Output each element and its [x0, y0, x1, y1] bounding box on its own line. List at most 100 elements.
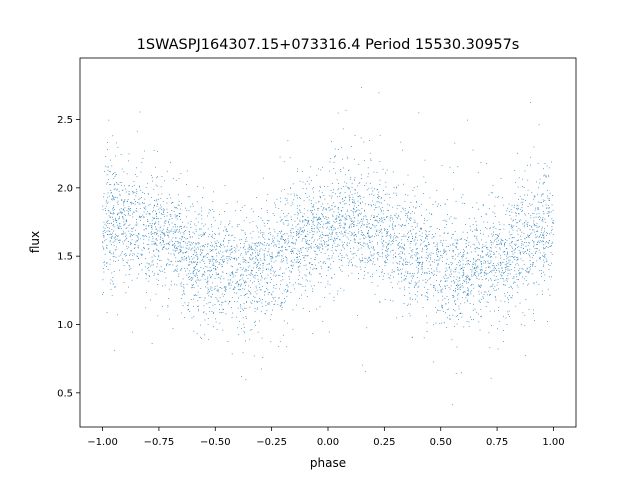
data-point [245, 285, 247, 287]
data-point [475, 221, 477, 223]
data-point [436, 268, 438, 270]
data-point [495, 297, 496, 299]
data-point [512, 241, 513, 243]
data-point [321, 276, 322, 278]
data-point [177, 245, 179, 247]
data-point [267, 274, 269, 276]
data-point [249, 306, 251, 308]
data-point [248, 274, 250, 276]
data-point [380, 218, 382, 220]
data-point [193, 271, 194, 273]
data-point [339, 222, 341, 224]
data-point [288, 242, 289, 243]
data-point [500, 255, 502, 257]
data-point [180, 269, 181, 271]
data-point [297, 170, 298, 172]
data-point [276, 274, 278, 276]
data-point [425, 230, 426, 232]
data-point [257, 259, 259, 261]
data-point [544, 182, 545, 183]
data-point [192, 298, 194, 300]
data-point [212, 248, 214, 250]
data-point [327, 248, 329, 250]
data-point [304, 193, 306, 194]
data-point [297, 259, 299, 261]
data-point [258, 262, 260, 263]
data-point [264, 313, 266, 315]
data-point [299, 196, 300, 198]
data-point [174, 216, 176, 218]
data-point [211, 310, 213, 312]
data-point [351, 272, 353, 274]
data-point [202, 197, 203, 199]
data-point [460, 286, 462, 288]
data-point [403, 260, 405, 262]
data-point [552, 222, 554, 224]
data-point [334, 206, 335, 208]
data-point [211, 290, 213, 291]
data-point [232, 234, 234, 236]
data-point [502, 278, 504, 280]
data-point [318, 208, 320, 209]
data-point [380, 225, 381, 226]
data-point [105, 201, 107, 203]
data-point [216, 252, 218, 254]
data-point [313, 246, 315, 248]
data-point [135, 167, 137, 169]
data-point [197, 300, 199, 302]
data-point [539, 219, 540, 220]
data-point [228, 282, 230, 284]
data-point [148, 204, 150, 206]
data-point [191, 280, 192, 281]
data-point [270, 260, 272, 262]
data-point [292, 264, 294, 266]
data-point [396, 217, 398, 218]
data-point [163, 214, 165, 215]
data-point [428, 278, 430, 280]
data-point [143, 235, 145, 237]
data-point [434, 306, 436, 308]
data-point [462, 194, 464, 196]
data-point [458, 319, 459, 320]
data-point [189, 275, 190, 277]
data-point [286, 346, 288, 348]
data-point [240, 229, 242, 231]
data-point [533, 313, 534, 315]
data-point [278, 247, 280, 248]
data-point [457, 285, 459, 286]
data-point [141, 269, 143, 271]
data-point [271, 251, 273, 253]
data-point [229, 223, 231, 224]
data-point [538, 187, 539, 189]
data-point [267, 250, 269, 252]
data-point [138, 234, 140, 235]
data-point [263, 177, 264, 179]
data-point [259, 257, 261, 259]
data-point [477, 265, 479, 267]
data-point [281, 255, 283, 257]
data-point [460, 252, 461, 254]
data-point [198, 297, 200, 298]
data-point [397, 244, 399, 246]
data-point [341, 249, 342, 251]
data-point [495, 289, 497, 291]
data-point [506, 292, 508, 293]
data-point [506, 255, 508, 257]
data-point [225, 290, 226, 292]
data-point [543, 248, 544, 250]
data-point [272, 245, 274, 247]
data-point [190, 236, 192, 238]
data-point [305, 285, 306, 287]
data-point [387, 259, 388, 260]
data-point [237, 281, 238, 283]
data-point [245, 238, 247, 240]
data-point [160, 237, 162, 239]
data-point [453, 280, 455, 282]
data-point [435, 201, 437, 203]
data-point [265, 244, 267, 246]
data-point [387, 249, 389, 251]
data-point [463, 274, 464, 276]
data-point [183, 290, 185, 292]
data-point [507, 256, 509, 258]
data-point [523, 194, 525, 196]
